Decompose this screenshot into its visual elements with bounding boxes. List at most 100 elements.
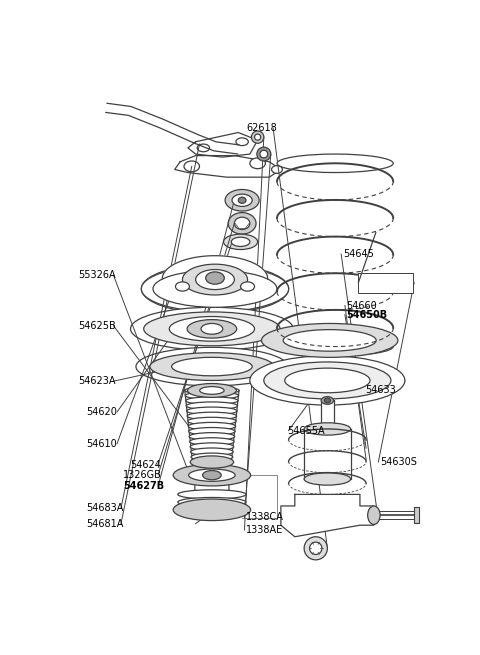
Polygon shape bbox=[321, 400, 334, 429]
Ellipse shape bbox=[191, 453, 233, 461]
Ellipse shape bbox=[153, 271, 277, 307]
Text: 54660: 54660 bbox=[347, 301, 377, 310]
Ellipse shape bbox=[150, 353, 274, 381]
Ellipse shape bbox=[262, 324, 398, 358]
Ellipse shape bbox=[190, 438, 234, 445]
Ellipse shape bbox=[136, 347, 288, 386]
Ellipse shape bbox=[189, 433, 235, 440]
Ellipse shape bbox=[184, 161, 200, 172]
Ellipse shape bbox=[260, 150, 268, 158]
Text: 54627B: 54627B bbox=[123, 481, 164, 491]
Polygon shape bbox=[162, 255, 268, 289]
Text: 55326A: 55326A bbox=[79, 271, 116, 280]
Text: 54630S: 54630S bbox=[380, 457, 417, 467]
Polygon shape bbox=[414, 508, 419, 523]
Ellipse shape bbox=[191, 448, 233, 456]
Ellipse shape bbox=[224, 234, 258, 250]
Ellipse shape bbox=[236, 138, 248, 145]
Ellipse shape bbox=[186, 402, 238, 409]
Text: 54633: 54633 bbox=[365, 384, 396, 395]
Ellipse shape bbox=[169, 316, 254, 341]
Text: 1326GB: 1326GB bbox=[123, 470, 162, 480]
Ellipse shape bbox=[189, 428, 235, 435]
Ellipse shape bbox=[304, 422, 350, 435]
Text: 54624: 54624 bbox=[131, 460, 162, 470]
Ellipse shape bbox=[321, 397, 334, 404]
Ellipse shape bbox=[285, 368, 370, 393]
Ellipse shape bbox=[250, 158, 265, 169]
Ellipse shape bbox=[252, 131, 264, 143]
Ellipse shape bbox=[272, 166, 282, 174]
Ellipse shape bbox=[196, 270, 234, 290]
Ellipse shape bbox=[144, 312, 280, 346]
Text: 1338CA: 1338CA bbox=[246, 512, 284, 523]
Text: 54650B: 54650B bbox=[347, 310, 387, 320]
Ellipse shape bbox=[172, 358, 252, 376]
Ellipse shape bbox=[131, 307, 293, 350]
Ellipse shape bbox=[185, 392, 239, 400]
Ellipse shape bbox=[201, 324, 223, 334]
Ellipse shape bbox=[228, 213, 256, 234]
Polygon shape bbox=[192, 475, 231, 510]
Ellipse shape bbox=[190, 443, 234, 451]
Ellipse shape bbox=[254, 134, 261, 140]
Ellipse shape bbox=[173, 499, 251, 521]
Text: 54655A: 54655A bbox=[287, 426, 324, 436]
Ellipse shape bbox=[182, 264, 248, 295]
Ellipse shape bbox=[190, 456, 234, 468]
Ellipse shape bbox=[232, 194, 252, 206]
Text: 54610: 54610 bbox=[86, 439, 117, 449]
Ellipse shape bbox=[310, 542, 322, 555]
Ellipse shape bbox=[238, 197, 246, 203]
Polygon shape bbox=[106, 103, 239, 154]
Ellipse shape bbox=[203, 470, 221, 479]
Ellipse shape bbox=[277, 154, 393, 172]
Ellipse shape bbox=[231, 237, 250, 246]
Ellipse shape bbox=[192, 458, 232, 466]
Ellipse shape bbox=[197, 144, 210, 152]
Ellipse shape bbox=[178, 498, 246, 507]
Ellipse shape bbox=[176, 282, 190, 291]
Ellipse shape bbox=[178, 490, 246, 499]
Ellipse shape bbox=[324, 398, 330, 403]
Polygon shape bbox=[175, 156, 281, 177]
Ellipse shape bbox=[277, 337, 393, 356]
Ellipse shape bbox=[188, 384, 236, 398]
Ellipse shape bbox=[142, 266, 288, 312]
Ellipse shape bbox=[187, 412, 237, 420]
Ellipse shape bbox=[142, 264, 288, 314]
Text: 62618: 62618 bbox=[246, 123, 277, 133]
Ellipse shape bbox=[189, 469, 235, 481]
Ellipse shape bbox=[187, 320, 237, 338]
Ellipse shape bbox=[173, 464, 251, 486]
Ellipse shape bbox=[225, 189, 259, 211]
Text: 54623A: 54623A bbox=[79, 376, 116, 386]
Ellipse shape bbox=[188, 422, 236, 430]
Polygon shape bbox=[359, 272, 413, 293]
Ellipse shape bbox=[240, 282, 254, 291]
Ellipse shape bbox=[200, 386, 224, 394]
Ellipse shape bbox=[283, 329, 376, 351]
Ellipse shape bbox=[304, 473, 350, 485]
Ellipse shape bbox=[234, 217, 250, 229]
Ellipse shape bbox=[304, 536, 327, 560]
Text: 54620: 54620 bbox=[86, 407, 117, 417]
Polygon shape bbox=[304, 429, 350, 479]
Ellipse shape bbox=[186, 397, 238, 405]
Text: 54681A: 54681A bbox=[86, 519, 123, 529]
Ellipse shape bbox=[178, 505, 246, 514]
Ellipse shape bbox=[250, 356, 405, 405]
Text: 54625B: 54625B bbox=[79, 321, 116, 331]
Ellipse shape bbox=[368, 506, 380, 525]
Ellipse shape bbox=[188, 417, 236, 425]
Ellipse shape bbox=[206, 272, 224, 284]
Text: 1338AE: 1338AE bbox=[246, 525, 283, 535]
Ellipse shape bbox=[187, 407, 237, 415]
Polygon shape bbox=[188, 132, 258, 157]
Ellipse shape bbox=[264, 362, 391, 399]
Ellipse shape bbox=[185, 386, 239, 394]
Polygon shape bbox=[281, 495, 374, 536]
Text: 54683A: 54683A bbox=[86, 503, 123, 514]
Ellipse shape bbox=[257, 147, 271, 161]
Text: 54645: 54645 bbox=[343, 249, 373, 259]
